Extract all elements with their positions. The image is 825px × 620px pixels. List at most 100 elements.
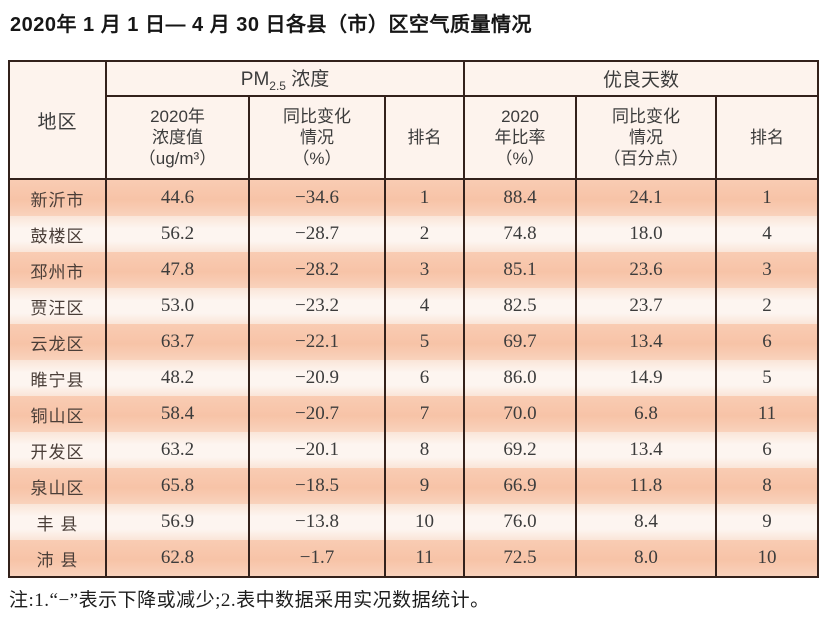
good-rank-cell: 8	[715, 468, 820, 504]
good-change-cell: 11.8	[575, 468, 718, 504]
good-change-cell: 13.4	[575, 432, 718, 468]
good-ratio-cell: 69.7	[463, 324, 578, 360]
air-quality-table: 地区 PM2.5 浓度 优良天数 2020年 浓度值 （ug/m³） 同比变化 …	[8, 60, 820, 578]
table-row: 丰 县 56.9 −13.8 10 76.0 8.4 9	[8, 504, 820, 540]
good-ratio-cell: 74.8	[463, 216, 578, 252]
pm-rank-cell: 8	[383, 432, 466, 468]
good-change-cell: 18.0	[575, 216, 718, 252]
table-row: 铜山区 58.4 −20.7 7 70.0 6.8 11	[8, 396, 820, 432]
table-row: 开发区 63.2 −20.1 8 69.2 13.4 6	[8, 432, 820, 468]
region-cell: 铜山区	[8, 396, 107, 432]
pm-suffix: 浓度	[291, 69, 330, 91]
header-good-days-group: 优良天数	[463, 61, 820, 97]
good-change-cell: 13.4	[575, 324, 718, 360]
pm-change-cell: −1.7	[248, 540, 386, 577]
good-rank-cell: 5	[715, 360, 820, 396]
pm-value-cell: 65.8	[105, 468, 250, 504]
good-ratio-cell: 88.4	[463, 179, 578, 216]
header-line: （ug/m³）	[138, 149, 217, 168]
header-line: 情况	[300, 128, 334, 147]
header-good-ratio: 2020 年比率 （%）	[463, 96, 578, 180]
header-line: （百分点）	[603, 149, 689, 168]
pm-rank-cell: 1	[383, 179, 466, 216]
good-ratio-cell: 85.1	[463, 252, 578, 288]
pm-value-cell: 56.9	[105, 504, 250, 540]
good-ratio-cell: 72.5	[463, 540, 578, 577]
pm-change-cell: −23.2	[248, 288, 386, 324]
header-line: 情况	[629, 128, 664, 147]
good-change-cell: 14.9	[575, 360, 718, 396]
pm-rank-cell: 5	[383, 324, 466, 360]
pm-change-cell: −34.6	[248, 179, 386, 216]
pm-rank-cell: 11	[383, 540, 466, 577]
header-pm-group: PM2.5 浓度	[104, 61, 466, 97]
header-good-rank: 排名	[715, 96, 820, 180]
good-change-cell: 8.0	[575, 540, 718, 577]
region-cell: 邳州市	[8, 252, 107, 288]
table-row: 睢宁县 48.2 −20.9 6 86.0 14.9 5	[8, 360, 820, 396]
pm-rank-cell: 2	[383, 216, 466, 252]
table-row: 新沂市 44.6 −34.6 1 88.4 24.1 1	[8, 179, 820, 216]
header-pm-value: 2020年 浓度值 （ug/m³）	[105, 96, 250, 180]
region-cell: 新沂市	[8, 179, 107, 216]
pm-change-cell: −28.7	[248, 216, 386, 252]
region-cell: 睢宁县	[8, 360, 107, 396]
header-line: 同比变化	[283, 107, 351, 126]
table-row: 泉山区 65.8 −18.5 9 66.9 11.8 8	[8, 468, 820, 504]
region-cell: 丰 县	[8, 504, 107, 540]
region-cell: 云龙区	[8, 324, 107, 360]
header-good-change: 同比变化 情况 （百分点）	[575, 96, 718, 180]
good-change-cell: 24.1	[575, 179, 718, 216]
good-ratio-cell: 82.5	[463, 288, 578, 324]
good-change-cell: 23.7	[575, 288, 718, 324]
table-body: 新沂市 44.6 −34.6 1 88.4 24.1 1 鼓楼区 56.2 −2…	[8, 179, 820, 577]
pm-change-cell: −20.1	[248, 432, 386, 468]
header-line: 浓度值	[152, 128, 203, 147]
table-row: 云龙区 63.7 −22.1 5 69.7 13.4 6	[8, 324, 820, 360]
pm-value-cell: 56.2	[105, 216, 250, 252]
good-rank-cell: 3	[715, 252, 820, 288]
good-rank-cell: 4	[715, 216, 820, 252]
good-change-cell: 6.8	[575, 396, 718, 432]
good-ratio-cell: 70.0	[463, 396, 578, 432]
region-cell: 贾汪区	[8, 288, 107, 324]
pm-value-cell: 62.8	[105, 540, 250, 577]
pm-value-cell: 44.6	[105, 179, 250, 216]
pm-rank-cell: 4	[383, 288, 466, 324]
good-ratio-cell: 66.9	[463, 468, 578, 504]
good-rank-cell: 2	[715, 288, 820, 324]
region-cell: 开发区	[8, 432, 107, 468]
pm-change-cell: −20.7	[248, 396, 386, 432]
header-line: 2020年	[150, 107, 205, 126]
region-cell: 鼓楼区	[8, 216, 107, 252]
pm-rank-cell: 7	[383, 396, 466, 432]
good-ratio-cell: 76.0	[463, 504, 578, 540]
table-row: 沛 县 62.8 −1.7 11 72.5 8.0 10	[8, 540, 820, 577]
pm-value-cell: 58.4	[105, 396, 250, 432]
pm-change-cell: −20.9	[248, 360, 386, 396]
good-rank-cell: 9	[715, 504, 820, 540]
good-ratio-cell: 86.0	[463, 360, 578, 396]
region-cell: 沛 县	[8, 540, 107, 577]
good-rank-cell: 6	[715, 432, 820, 468]
pm-change-cell: −22.1	[248, 324, 386, 360]
good-rank-cell: 1	[715, 179, 820, 216]
header-line: 年比率	[494, 128, 546, 147]
pm-label: PM	[240, 69, 270, 91]
good-rank-cell: 11	[715, 396, 820, 432]
table-row: 邳州市 47.8 −28.2 3 85.1 23.6 3	[8, 252, 820, 288]
pm-value-cell: 63.2	[105, 432, 250, 468]
good-ratio-cell: 69.2	[463, 432, 578, 468]
good-rank-cell: 10	[715, 540, 820, 577]
pm-rank-cell: 3	[383, 252, 466, 288]
header-line: （%）	[292, 149, 342, 168]
pm-value-cell: 47.8	[105, 252, 250, 288]
pm-rank-cell: 10	[383, 504, 466, 540]
table-row: 贾汪区 53.0 −23.2 4 82.5 23.7 2	[8, 288, 820, 324]
good-change-cell: 23.6	[575, 252, 718, 288]
region-cell: 泉山区	[8, 468, 107, 504]
header-pm-rank: 排名	[383, 96, 466, 180]
header-line: 2020	[501, 107, 539, 126]
header-pm-change: 同比变化 情况 （%）	[248, 96, 386, 180]
